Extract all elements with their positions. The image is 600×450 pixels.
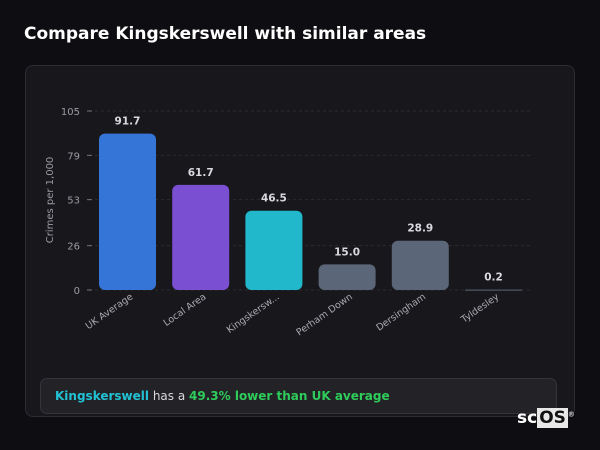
bar (245, 210, 303, 290)
value-label: 28.9 (407, 223, 433, 235)
y-tick-label: 53 (67, 196, 80, 207)
y-tick-label: 105 (61, 107, 80, 118)
summary-highlight: 49.3% lower than UK average (189, 389, 390, 403)
bar (172, 184, 230, 290)
value-label: 46.5 (261, 193, 287, 205)
bar (391, 240, 449, 290)
bar (318, 264, 376, 290)
y-tick-label: 26 (67, 242, 80, 253)
summary-box: Kingskerswell has a 49.3% lower than UK … (40, 378, 557, 414)
category-label: UK Average (84, 291, 136, 332)
y-axis-label: Crimes per 1,000 (45, 157, 56, 244)
bar (99, 133, 156, 290)
summary-text: has a (149, 389, 190, 403)
category-label: Kingskersw... (225, 291, 282, 335)
value-label: 91.7 (115, 116, 141, 128)
value-label: 0.2 (484, 272, 503, 284)
value-label: 61.7 (188, 167, 214, 179)
summary-area: Kingskerswell (55, 389, 149, 403)
page-title: Compare Kingskerswell with similar areas (24, 24, 427, 44)
category-label: Perham Down (294, 291, 354, 338)
category-label: Dersingham (374, 291, 428, 333)
scos-logo: sc OS ® (517, 408, 575, 428)
y-tick-label: 0 (74, 286, 80, 297)
category-label: Tyldesley (458, 291, 501, 326)
value-label: 15.0 (334, 246, 360, 258)
bar (465, 289, 522, 291)
category-label: Local Area (162, 291, 209, 328)
y-tick-label: 79 (67, 151, 80, 162)
